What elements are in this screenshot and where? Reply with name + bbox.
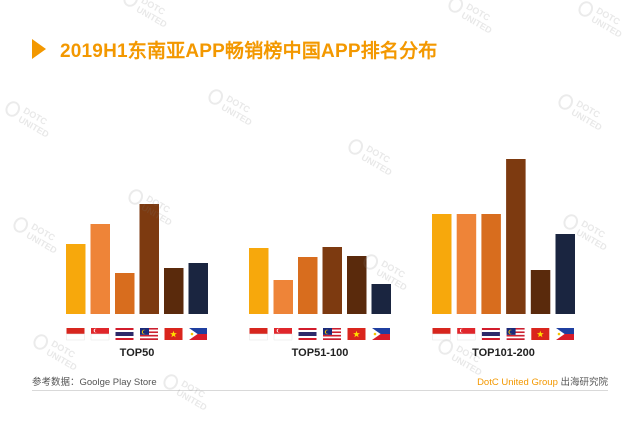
vietnam-flag	[164, 328, 183, 340]
indonesia-flag	[432, 328, 451, 341]
bar	[506, 159, 526, 314]
footer-divider	[32, 390, 608, 391]
bar	[298, 257, 318, 314]
singapore-flag	[456, 328, 476, 341]
bar	[188, 263, 208, 314]
page-title: 2019H1东南亚APP畅销榜中国APP排名分布	[60, 40, 438, 62]
bar	[456, 214, 477, 314]
bar	[322, 247, 342, 314]
bar	[347, 256, 367, 314]
data-source: 参考数据：Goolge Play Store	[32, 377, 157, 388]
bar	[530, 270, 551, 314]
bar	[249, 248, 269, 314]
malaysia-flag	[323, 328, 341, 340]
footer-brand: DotC United Group 出海研究院	[477, 374, 608, 388]
vietnam-flag	[347, 328, 366, 340]
bar	[164, 268, 184, 314]
thailand-flag	[298, 328, 317, 340]
bar	[371, 284, 391, 314]
malaysia-flag	[140, 328, 158, 340]
chart-group-3: TOP101-200	[432, 159, 575, 359]
singapore-flag	[90, 328, 110, 341]
institute-name: 出海研究院	[557, 377, 608, 388]
bar	[90, 224, 110, 314]
watermark-text: DOTC UNITED	[174, 378, 209, 413]
bar	[555, 234, 575, 314]
bar	[481, 214, 501, 314]
bar	[66, 244, 86, 314]
chart-group-1: TOP50	[66, 204, 208, 359]
chart-title: TOP50	[120, 347, 155, 359]
bar	[432, 214, 452, 314]
watermark: DOTC UNITED	[159, 369, 231, 423]
triangle-marker-icon	[32, 39, 46, 59]
thailand-flag	[481, 328, 500, 340]
chart-group-2: TOP51-100	[249, 247, 391, 359]
chart-title: TOP51-100	[292, 347, 349, 359]
title-row: 2019H1东南亚APP畅销榜中国APP排名分布	[32, 34, 438, 64]
thailand-flag	[115, 328, 134, 340]
philippines-flag	[556, 328, 574, 340]
indonesia-flag	[249, 328, 268, 341]
bar	[139, 204, 159, 314]
bar	[273, 280, 293, 314]
bar	[115, 273, 135, 314]
singapore-flag	[273, 328, 293, 341]
philippines-flag	[372, 328, 390, 340]
chart-area: TOP50 TOP51-100 TOP101-200	[66, 159, 575, 359]
philippines-flag	[189, 328, 207, 340]
chart-title: TOP101-200	[472, 347, 535, 359]
indonesia-flag	[66, 328, 85, 341]
malaysia-flag	[506, 328, 525, 340]
brand-name: DotC United Group	[477, 377, 558, 388]
vietnam-flag	[531, 328, 550, 340]
